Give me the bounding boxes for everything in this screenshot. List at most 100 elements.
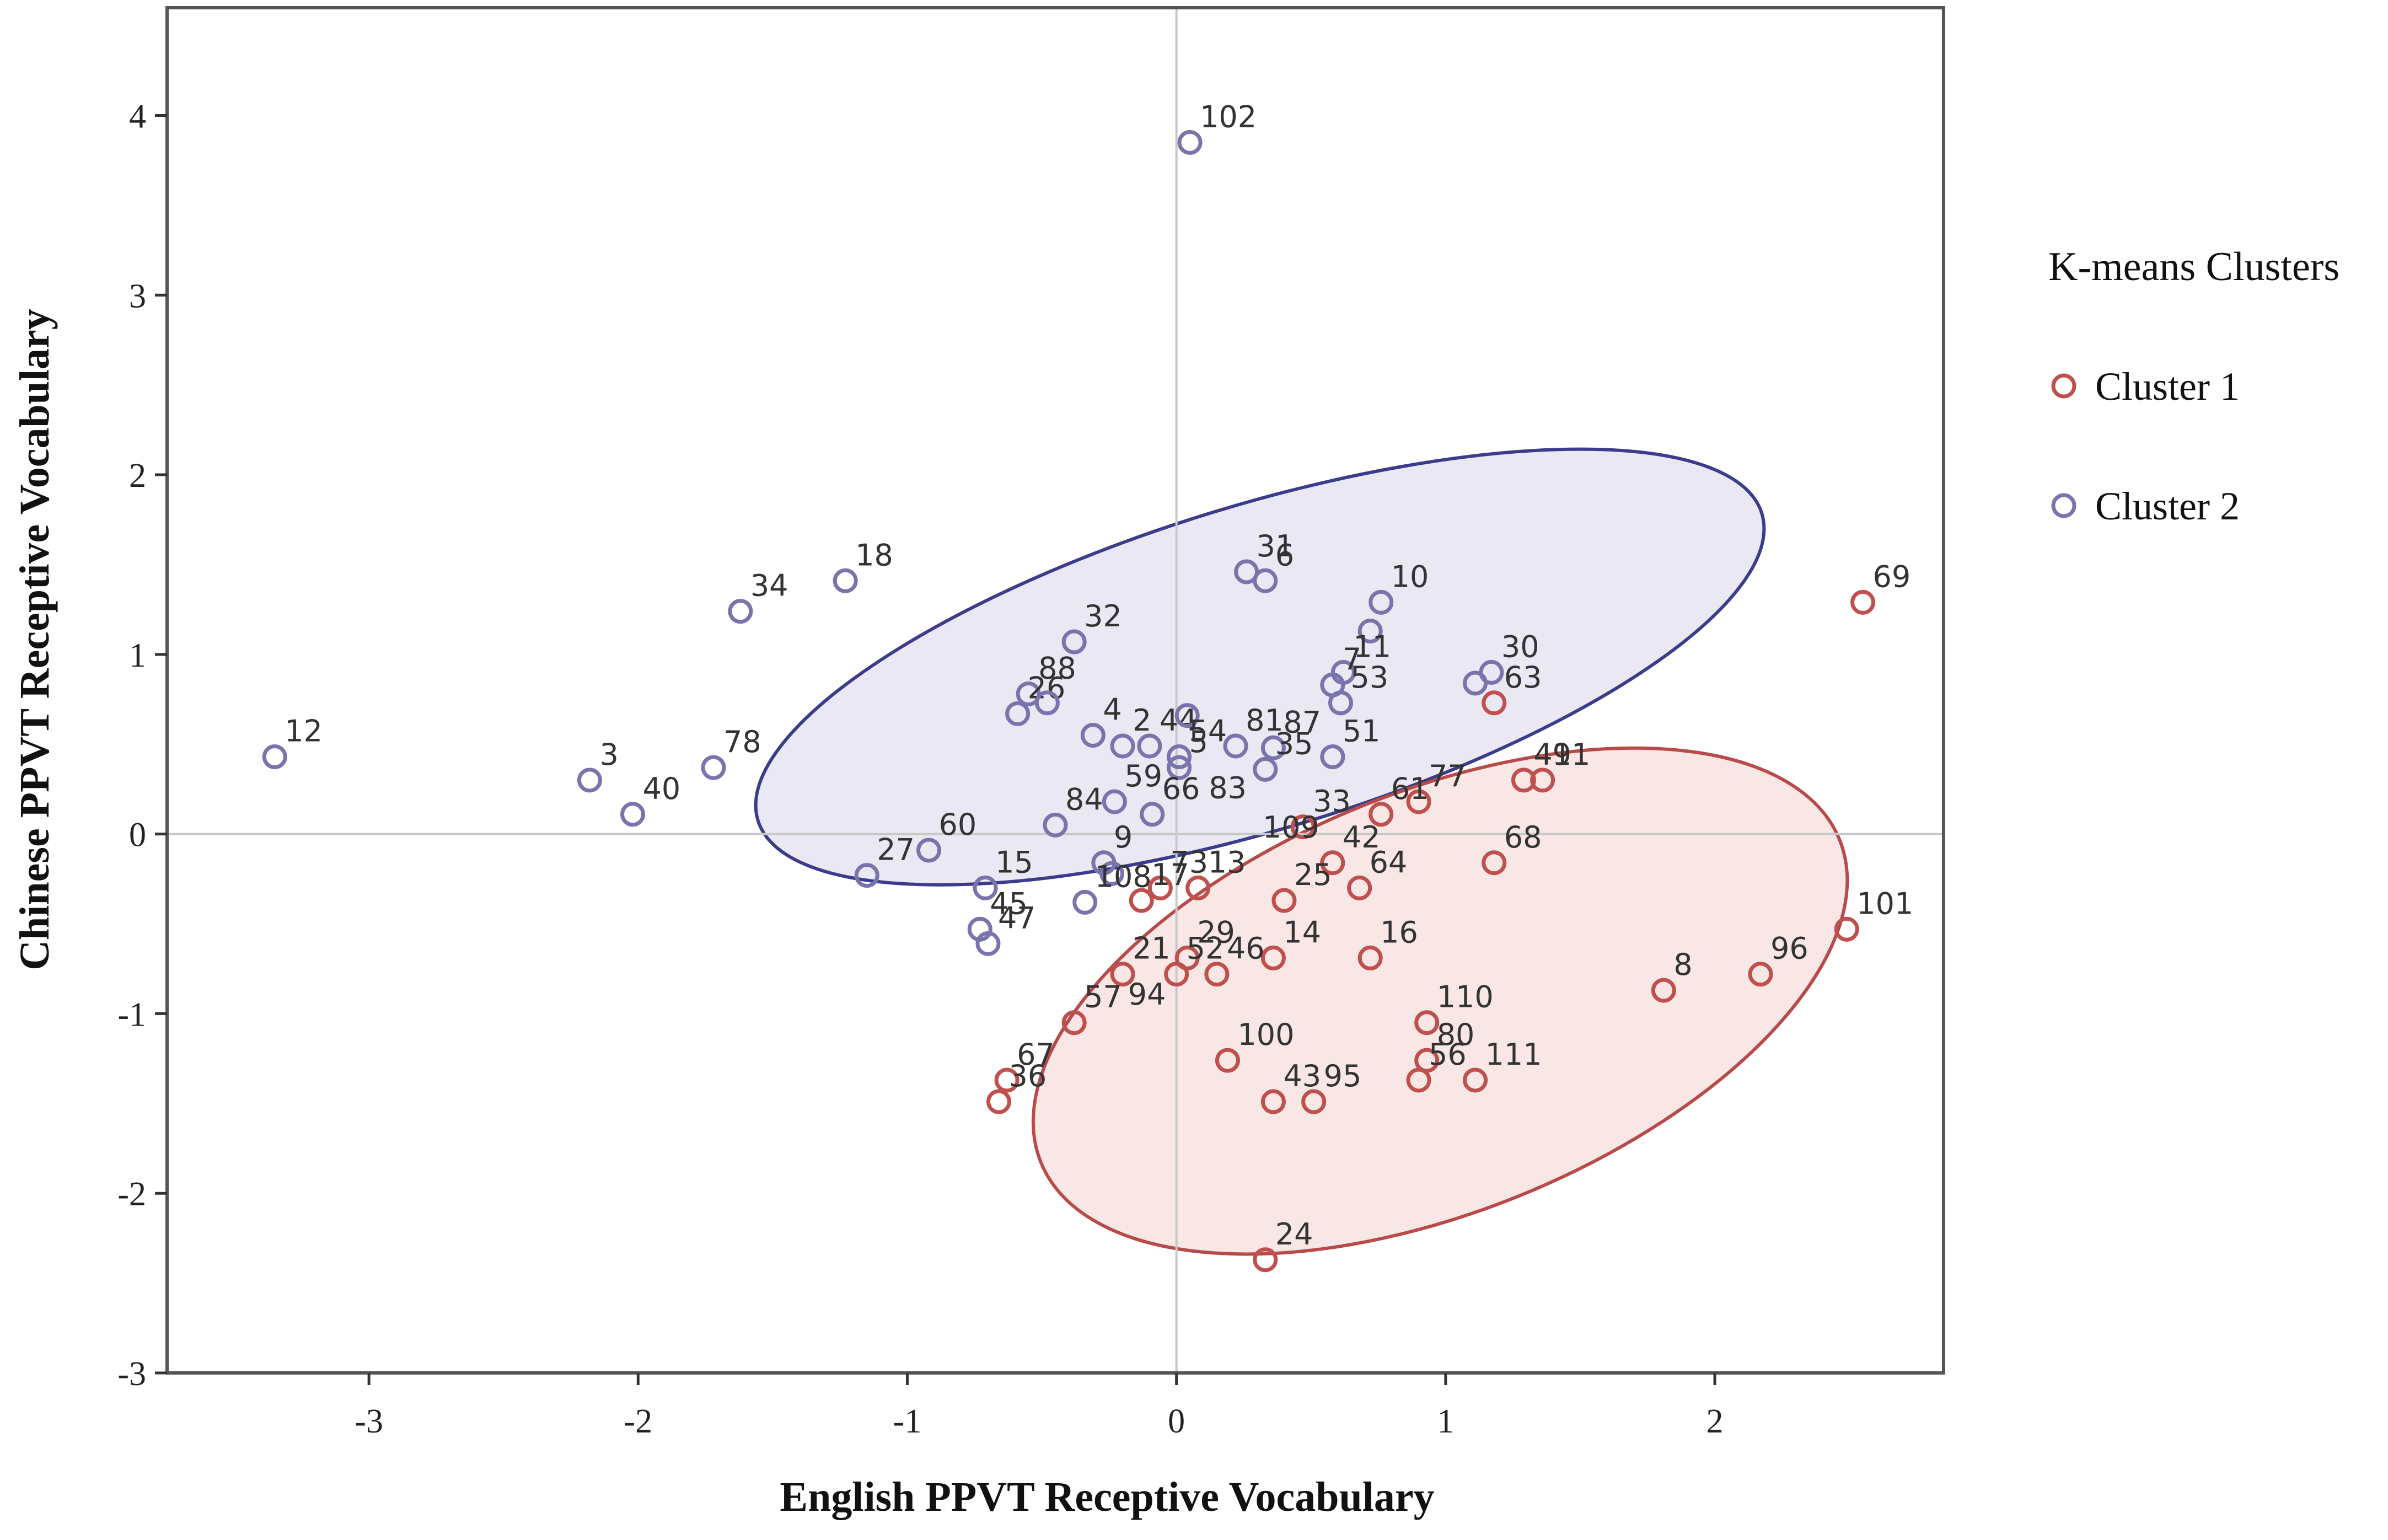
y-tick-label: 0: [129, 817, 146, 854]
point-cluster-2-35: [1253, 756, 1278, 782]
point-label-4: 4: [1103, 692, 1121, 727]
point-label-27: 27: [877, 833, 915, 867]
point-label-91: 91: [1553, 737, 1591, 772]
point-label-109: 109: [1263, 810, 1319, 845]
point-label-69: 69: [1873, 559, 1911, 594]
point-cluster-1-41: [1511, 768, 1536, 793]
point-cluster-1-56: [1406, 1067, 1431, 1093]
point-label-83: 83: [1209, 770, 1247, 805]
point-label-52: 52: [1187, 931, 1225, 966]
point-label-87: 87: [1283, 705, 1321, 739]
point-label-11: 11: [1353, 629, 1391, 664]
point-cluster-2-54: [1167, 744, 1192, 770]
legend-title: K-means Clusters: [2048, 244, 2339, 289]
point-cluster-1-61: [1369, 802, 1394, 827]
y-tick-label: 1: [129, 637, 146, 674]
point-cluster-1-68: [1482, 850, 1507, 876]
point-label-96: 96: [1770, 931, 1809, 966]
point-label-30: 30: [1501, 629, 1539, 664]
point-cluster-2-60: [916, 838, 942, 863]
y-tick-label: 3: [129, 277, 146, 315]
point-cluster-2-51: [1320, 744, 1345, 770]
point-cluster-2-10: [1369, 589, 1394, 615]
point-cluster-1-52: [1164, 962, 1189, 987]
point-label-29: 29: [1197, 915, 1235, 949]
point-cluster-1-64: [1347, 875, 1372, 900]
point-label-64: 64: [1370, 845, 1408, 879]
point-cluster-1-110: [1414, 1010, 1440, 1035]
point-label-31: 31: [1257, 529, 1295, 564]
point-cluster-2-84: [1043, 812, 1068, 838]
point-cluster-1-25: [1271, 888, 1297, 913]
point-cluster-1-69: [1850, 589, 1876, 615]
point-label-2: 2: [1133, 703, 1151, 738]
point-label-35: 35: [1275, 726, 1313, 761]
point-cluster-2-59: [1102, 789, 1127, 814]
point-label-13: 13: [1208, 845, 1246, 879]
plot-frame: [165, 6, 1945, 1375]
point-label-3: 3: [599, 737, 618, 772]
point-label-101: 101: [1856, 886, 1913, 921]
ellipse-cluster-1: [1031, 746, 1849, 1256]
point-label-68: 68: [1504, 820, 1542, 855]
point-cluster-2-4: [1080, 722, 1106, 748]
point-label-80: 80: [1437, 1017, 1475, 1052]
legend-marker-cluster-1: [2051, 373, 2076, 399]
point-cluster-1-91: [1530, 768, 1555, 793]
x-tick-label: -1: [893, 1403, 922, 1440]
point-cluster-1-100: [1215, 1048, 1240, 1073]
legend-marker-cluster-2: [2051, 493, 2076, 518]
x-tick-label: -2: [624, 1403, 652, 1440]
point-cluster-1-17: [1129, 888, 1154, 913]
legend-label-cluster-1: Cluster 1: [2095, 364, 2240, 409]
point-cluster-1-14: [1260, 945, 1286, 970]
point-label-16: 16: [1380, 915, 1418, 949]
point-label-10: 10: [1391, 559, 1429, 594]
point-label-32: 32: [1084, 599, 1122, 634]
point-cluster-2-2: [1110, 733, 1135, 759]
point-label-33: 33: [1313, 784, 1351, 819]
point-label-43: 43: [1283, 1059, 1321, 1093]
point-cluster-2-3: [577, 768, 602, 793]
point-label-73: 73: [1170, 845, 1208, 879]
point-label-42: 42: [1343, 820, 1381, 855]
point-label-25: 25: [1294, 857, 1332, 892]
point-label-84: 84: [1065, 782, 1103, 817]
point-cluster-2-15: [973, 875, 998, 900]
point-label-54: 54: [1189, 714, 1227, 749]
point-label-94: 94: [1128, 977, 1166, 1012]
y-axis-title: Chinese PPVT Receptive Vocabulary: [12, 309, 58, 970]
point-label-26: 26: [1028, 670, 1066, 705]
y-tick-label: -1: [117, 996, 146, 1033]
x-axis-title: English PPVT Receptive Vocabulary: [780, 1474, 1434, 1520]
x-tick-label: 2: [1707, 1403, 1724, 1440]
point-label-77: 77: [1429, 759, 1467, 793]
point-label-15: 15: [995, 845, 1033, 879]
point-label-110: 110: [1437, 980, 1494, 1015]
point-label-56: 56: [1429, 1037, 1467, 1072]
point-label-66: 66: [1162, 771, 1200, 806]
point-label-8: 8: [1673, 947, 1692, 982]
point-cluster-2-40: [620, 802, 646, 827]
point-label-34: 34: [750, 568, 788, 603]
point-cluster-2: [1174, 703, 1200, 728]
x-tick-label: -3: [355, 1403, 383, 1440]
point-cluster-2-81: [1223, 733, 1248, 759]
point-cluster-1-24: [1253, 1247, 1278, 1273]
point-cluster-2: [1357, 618, 1383, 643]
point-cluster-2-26: [1005, 701, 1031, 726]
point-cluster-2-44: [1137, 733, 1162, 759]
point-cluster-1-101: [1834, 916, 1859, 942]
point-label-51: 51: [1343, 714, 1381, 749]
point-label-45: 45: [990, 886, 1028, 921]
point-cluster-1-13: [1185, 875, 1211, 900]
y-tick-label: -2: [117, 1176, 146, 1213]
point-label-53: 53: [1350, 660, 1388, 695]
point-cluster-2-66: [1140, 802, 1165, 827]
point-cluster-1-96: [1748, 962, 1773, 987]
point-label-47: 47: [998, 900, 1036, 935]
point-label-5: 5: [1189, 725, 1208, 759]
y-tick-label: -3: [117, 1355, 146, 1393]
point-cluster-2-47: [975, 931, 1001, 956]
point-cluster-1-43: [1260, 1089, 1286, 1114]
